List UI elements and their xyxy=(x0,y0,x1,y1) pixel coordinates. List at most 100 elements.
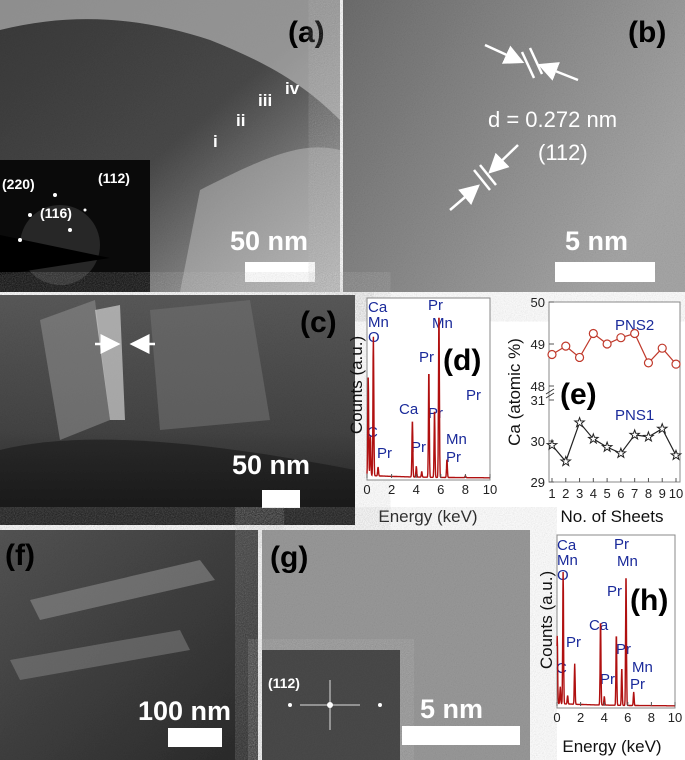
scale-bar-c xyxy=(262,490,300,508)
data-point-pns1 xyxy=(628,428,641,441)
scale-bar-label-g: 5 nm xyxy=(420,694,483,724)
panel-a-tem-image: (a) i ii iii iv (220) (112) (116) 50 nm xyxy=(0,0,340,292)
data-point-pns1 xyxy=(573,416,586,428)
chart-e-ca-content: (e) Ca (atomic %) No. of Sheets PNS2 PNS… xyxy=(505,295,683,526)
data-point-pns2 xyxy=(547,349,557,360)
x-tick-label: 9 xyxy=(659,486,666,501)
peak-label: Mn xyxy=(368,314,389,331)
x-tick-label: 7 xyxy=(631,486,638,501)
scale-bar-f xyxy=(168,728,222,747)
y-tick-label: 49 xyxy=(531,337,545,352)
scale-bar-label-a: 50 nm xyxy=(230,226,308,256)
y-tick-label: 31 xyxy=(531,393,545,408)
scale-bar-label-c: 50 nm xyxy=(232,450,310,480)
peak-label: Pr xyxy=(377,445,392,462)
peak-label: Mn xyxy=(632,659,653,676)
x-tick-label: 8 xyxy=(648,710,655,725)
panel-label-a: (a) xyxy=(288,16,325,49)
chart-d-eds: (d) Counts (a.u.) Energy (keV) Ca Mn O C… xyxy=(347,297,497,526)
fft-inset: (112) xyxy=(262,650,400,760)
y-tick-label: 50 xyxy=(531,295,545,310)
peak-label: Mn xyxy=(617,553,638,570)
data-point-pns2 xyxy=(657,343,667,353)
x-tick-label: 6 xyxy=(617,486,624,501)
spectrum-line xyxy=(556,571,675,707)
panel-label-h: (h) xyxy=(630,584,668,617)
x-tick-label: 8 xyxy=(645,486,652,501)
scale-bar-g xyxy=(402,726,520,745)
data-point-pns1 xyxy=(656,422,669,434)
x-tick-label: 4 xyxy=(601,710,608,725)
region-label-iv: iv xyxy=(285,79,300,98)
x-tick-label: 6 xyxy=(437,482,444,497)
y-axis-label-e: Ca (atomic %) xyxy=(505,338,524,446)
data-point-pns1 xyxy=(642,430,655,443)
d-spacing-label: d = 0.272 nm xyxy=(488,107,617,132)
scale-bar-b xyxy=(555,262,655,282)
data-point-pns2 xyxy=(643,358,654,368)
plane-label-b: (112) xyxy=(538,140,588,165)
lattice-arrows xyxy=(449,43,579,211)
panel-f-sem-image: (f) 100 nm xyxy=(0,530,258,760)
data-point-pns1 xyxy=(545,438,559,451)
chart-h-eds: (h) Counts (a.u.) Energy (keV) Ca Mn O P… xyxy=(537,534,682,756)
data-point-pns2 xyxy=(561,341,571,351)
peak-label: Pr xyxy=(419,349,434,366)
panel-label-d: (d) xyxy=(443,344,481,377)
region-label-iii: iii xyxy=(258,91,272,110)
peak-label: Mn xyxy=(557,552,578,569)
peak-label: Ca xyxy=(557,537,577,554)
peak-label: Pr xyxy=(600,671,615,688)
panel-label-c: (c) xyxy=(300,306,337,339)
x-tick-label: 5 xyxy=(603,486,610,501)
spectrum-line xyxy=(366,317,490,479)
peak-label: Ca xyxy=(368,299,388,316)
x-tick-label: 10 xyxy=(669,486,683,501)
x-tick-label: 1 xyxy=(548,486,555,501)
series-line-pns1 xyxy=(551,421,677,463)
data-point-pns2 xyxy=(616,333,626,343)
panel-c-sem-image: (c) 50 nm xyxy=(0,295,355,525)
data-point-pns2 xyxy=(671,359,681,369)
spot-label-220: (220) xyxy=(2,176,35,192)
fft-plane-label: (112) xyxy=(268,675,300,691)
panel-g-hrtem-image: (112) (g) 5 nm xyxy=(262,530,530,760)
x-tick-label: 4 xyxy=(413,482,420,497)
x-tick-label: 3 xyxy=(576,486,583,501)
region-label-i: i xyxy=(213,132,218,151)
peak-label: Pr xyxy=(428,297,443,314)
peak-label: Mn xyxy=(432,315,453,332)
peak-label: Pr xyxy=(630,676,645,693)
peak-label: Pr xyxy=(411,439,426,456)
x-tick-label: 2 xyxy=(562,486,569,501)
data-point-pns1 xyxy=(559,454,572,467)
x-axis-label-d: Energy (keV) xyxy=(378,507,477,526)
y-tick-label: 30 xyxy=(531,434,545,449)
x-axis-label-h: Energy (keV) xyxy=(562,737,661,756)
peak-label: Pr xyxy=(428,405,443,422)
x-tick-label: 10 xyxy=(483,482,497,497)
legend-pns2: PNS2 xyxy=(615,317,654,334)
scale-bar-label-f: 100 nm xyxy=(138,696,231,726)
peak-label: Ca xyxy=(399,401,419,418)
x-tick-label: 0 xyxy=(363,482,370,497)
peak-label: Pr xyxy=(466,387,481,404)
data-point-pns2 xyxy=(574,352,585,363)
peak-label: Pr xyxy=(446,449,461,466)
panel-label-b: (b) xyxy=(628,16,666,49)
panel-label-g: (g) xyxy=(270,541,308,574)
x-tick-label: 10 xyxy=(668,710,682,725)
x-tick-label: 8 xyxy=(462,482,469,497)
y-tick-label: 29 xyxy=(531,475,545,490)
peak-label: Pr xyxy=(614,536,629,553)
data-point-pns2 xyxy=(588,328,598,339)
y-tick-label: 48 xyxy=(531,379,545,394)
data-point-pns2 xyxy=(602,339,612,349)
axis-break-icon xyxy=(545,388,555,399)
legend-pns1: PNS1 xyxy=(615,407,654,424)
region-label-ii: ii xyxy=(236,111,245,130)
panel-label-e: (e) xyxy=(560,378,597,411)
data-point-pns2 xyxy=(630,328,640,339)
x-tick-label: 2 xyxy=(388,482,395,497)
